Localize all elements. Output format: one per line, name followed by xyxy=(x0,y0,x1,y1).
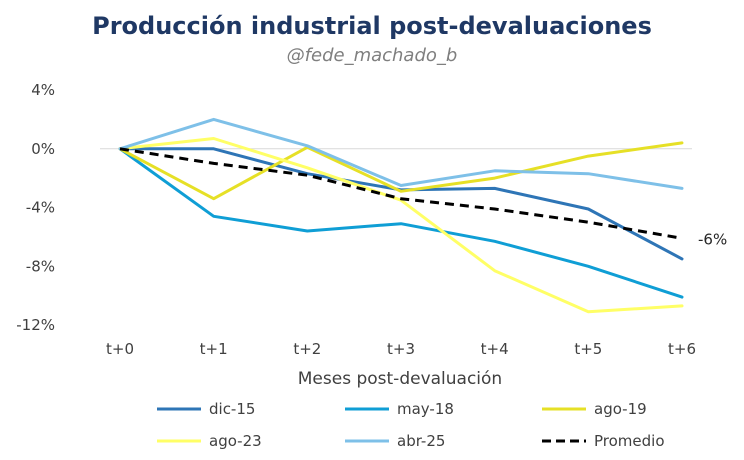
legend-label: dic-15 xyxy=(209,400,255,418)
series-line-abr-25 xyxy=(118,117,684,190)
y-tick-label: -8% xyxy=(26,257,55,275)
y-tick-label: -4% xyxy=(26,199,55,217)
x-tick-label: t+4 xyxy=(481,340,509,358)
annotations: -6% xyxy=(698,230,727,248)
legend-label: ago-23 xyxy=(209,432,262,450)
y-tick-label: 4% xyxy=(31,81,55,99)
series-line-may-18 xyxy=(118,147,684,299)
x-tick-label: t+2 xyxy=(293,340,321,358)
x-axis-ticks: t+0 t+1 t+2 t+3 t+4 t+5 t+6 xyxy=(106,340,696,358)
y-axis-ticks: 4% 0% -4% -8% -12% xyxy=(16,81,55,334)
series-lines xyxy=(118,117,684,314)
x-axis-title: Meses post-devaluación xyxy=(298,369,502,389)
x-tick-label: t+6 xyxy=(668,340,696,358)
y-tick-label: -12% xyxy=(16,316,55,334)
chart-title: Producción industrial post-devaluaciones xyxy=(92,12,652,40)
legend-label: may-18 xyxy=(397,400,454,418)
annotation-label: -6% xyxy=(698,230,727,248)
legend-label: ago-19 xyxy=(594,400,647,418)
chart-subtitle: @fede_machado_b xyxy=(287,45,458,66)
y-tick-label: 0% xyxy=(31,140,55,158)
x-tick-label: t+1 xyxy=(200,340,228,358)
legend-label: Promedio xyxy=(594,432,665,450)
x-tick-label: t+0 xyxy=(106,340,134,358)
legend-label: abr-25 xyxy=(397,432,445,450)
series-line-Promedio xyxy=(119,147,683,240)
series-line-ago-19 xyxy=(118,141,684,201)
series-line-dic-15 xyxy=(118,147,684,261)
x-tick-label: t+5 xyxy=(574,340,602,358)
x-tick-label: t+3 xyxy=(387,340,415,358)
legend: dic-15 may-18 ago-19 ago-23 abr-25 Promedio xyxy=(157,400,665,450)
